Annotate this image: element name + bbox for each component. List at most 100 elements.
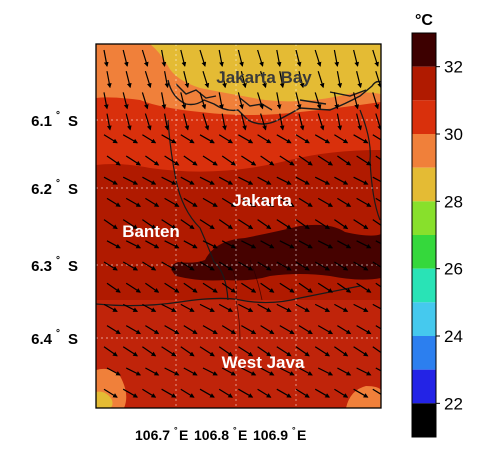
wind-vector-arrow bbox=[221, 155, 236, 166]
wind-vector-arrow bbox=[161, 388, 177, 398]
wind-vector-arrow bbox=[260, 325, 275, 335]
wind-vector-arrow bbox=[314, 261, 331, 271]
wind-vector-arrow bbox=[237, 92, 244, 110]
wind-vector-arrow bbox=[372, 261, 381, 268]
wind-vector-arrow bbox=[141, 92, 149, 110]
wind-vector-arrow bbox=[279, 155, 295, 166]
wind-vector-arrow bbox=[372, 346, 381, 354]
wind-vector-arrow bbox=[334, 303, 349, 312]
wind-vector-arrow bbox=[221, 367, 237, 376]
wind-vector-arrow bbox=[202, 71, 210, 89]
colorbar-band bbox=[412, 134, 436, 168]
wind-vector-arrow bbox=[260, 197, 275, 207]
wind-vector-arrow bbox=[142, 303, 157, 312]
colorbar-ticks: 32 30 28 26 24 22 bbox=[436, 58, 463, 413]
wind-vector-arrow bbox=[279, 197, 295, 207]
wind-vector-arrow bbox=[298, 71, 305, 89]
wind-vector-arrow bbox=[337, 367, 352, 376]
wind-vector-arrow bbox=[183, 71, 190, 89]
svg-text:106.7: 106.7 bbox=[135, 427, 170, 443]
wind-vector-arrow bbox=[164, 155, 180, 166]
svg-text:S: S bbox=[68, 331, 78, 348]
wind-vector-arrow bbox=[144, 71, 152, 89]
wind-vector-arrow bbox=[238, 134, 254, 144]
colorbar-tick-label: 24 bbox=[444, 327, 463, 346]
wind-vector-arrow bbox=[142, 134, 157, 144]
wind-vector-arrow bbox=[356, 367, 372, 376]
wind-vector-arrow bbox=[334, 346, 349, 357]
wind-vector-arrow bbox=[164, 367, 180, 376]
wind-vector-arrow bbox=[122, 261, 139, 271]
wind-vector-arrow bbox=[240, 113, 247, 131]
wind-vector-arrow bbox=[314, 176, 331, 185]
colorbar-band bbox=[412, 369, 436, 404]
wind-vector-arrow bbox=[183, 197, 198, 207]
svg-text:6.4: 6.4 bbox=[31, 331, 53, 348]
svg-text:E: E bbox=[238, 427, 247, 443]
wind-vector-arrow bbox=[260, 240, 275, 249]
wind-vector-arrow bbox=[353, 219, 369, 230]
wind-vector-arrow bbox=[221, 197, 237, 207]
zone-sw-corner-inner bbox=[96, 391, 113, 408]
wind-vector-arrow bbox=[353, 346, 369, 357]
wind-vector-arrow bbox=[106, 367, 121, 376]
svg-text:°: ° bbox=[56, 178, 60, 189]
colorbar-tick-label: 32 bbox=[444, 58, 463, 77]
colorbar-band bbox=[412, 235, 436, 269]
wind-vector-arrow bbox=[241, 155, 257, 166]
svg-text:°: ° bbox=[56, 328, 60, 339]
wind-vector-arrow bbox=[353, 49, 359, 67]
wind-vector-arrow bbox=[375, 71, 381, 89]
wind-vector-arrow bbox=[106, 282, 121, 293]
wind-vector-arrow bbox=[356, 155, 372, 166]
wind-vector-arrow bbox=[276, 219, 292, 230]
wind-vector-arrow bbox=[276, 92, 282, 110]
wind-vector-arrow bbox=[298, 367, 313, 376]
wind-vector-arrow bbox=[356, 113, 362, 131]
wind-vector-arrow bbox=[106, 325, 121, 335]
wind-vector-arrow bbox=[164, 240, 180, 249]
wind-vector-arrow bbox=[164, 113, 170, 131]
wind-vector-arrow bbox=[276, 303, 292, 312]
wind-vector-arrow bbox=[337, 197, 352, 207]
wind-vector-arrow bbox=[260, 71, 267, 89]
wind-vector-arrow bbox=[218, 134, 234, 144]
wind-vector-arrow bbox=[375, 240, 381, 245]
wind-vector-arrow bbox=[276, 388, 292, 398]
wind-vector-arrow bbox=[260, 367, 275, 376]
wind-vector-arrow bbox=[125, 325, 142, 335]
colorbar-band bbox=[412, 33, 436, 67]
wind-vector-arrow bbox=[202, 197, 218, 207]
region-label-banten: Banten bbox=[122, 222, 180, 241]
wind-vector-arrow bbox=[298, 113, 305, 131]
wind-vector-arrow bbox=[334, 176, 349, 185]
wind-vector-arrow bbox=[279, 113, 285, 131]
wind-vector-arrow bbox=[180, 346, 195, 357]
lat-tick-6.3: 6.3 ° S bbox=[31, 255, 78, 275]
wind-vector-arrow bbox=[317, 155, 334, 166]
wind-vector-arrow bbox=[295, 346, 310, 357]
wind-vector-arrow bbox=[106, 71, 112, 89]
wind-vector-arrow bbox=[334, 219, 349, 230]
colorbar-band bbox=[412, 336, 436, 370]
wind-vector-arrow bbox=[238, 219, 254, 230]
wind-vector-arrow bbox=[372, 92, 379, 110]
wind-vector-arrow bbox=[161, 303, 177, 312]
wind-vector-arrow bbox=[199, 219, 215, 230]
wind-vector-arrow bbox=[257, 92, 264, 110]
wind-vector-arrow bbox=[257, 219, 272, 230]
wind-vector-arrow bbox=[375, 155, 381, 161]
wind-vector-arrow bbox=[103, 176, 118, 185]
wind-vector-arrow bbox=[145, 155, 160, 166]
wind-vector-arrow bbox=[145, 197, 160, 207]
wind-vector-arrow bbox=[317, 367, 334, 376]
wind-vector-arrow bbox=[103, 261, 118, 271]
wind-vector-arrow bbox=[103, 388, 118, 398]
wind-vector-arrow bbox=[221, 71, 227, 89]
wind-vector-arrow bbox=[142, 219, 157, 230]
wind-vector-arrow bbox=[337, 282, 352, 293]
latitude-axis: 6.1 ° S 6.2 ° S 6.3 ° S 6.4 ° S bbox=[31, 110, 78, 348]
wind-vector-arrow bbox=[221, 325, 237, 335]
wind-vector-arrow bbox=[164, 197, 180, 207]
wind-vector-arrow bbox=[353, 176, 369, 185]
